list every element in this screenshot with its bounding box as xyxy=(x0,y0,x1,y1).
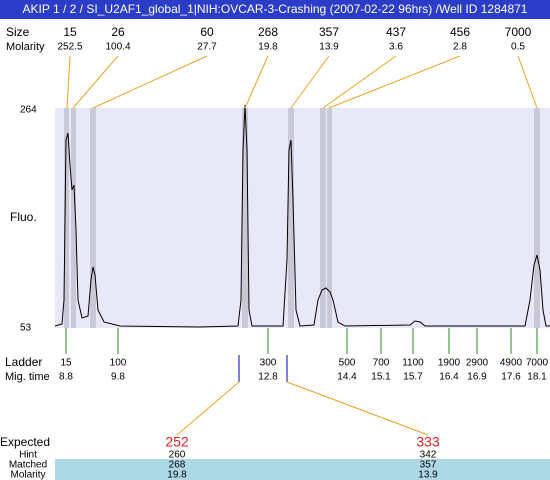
hint-size: 260 xyxy=(169,450,186,461)
connector xyxy=(66,55,71,109)
peak-size: 357 xyxy=(319,25,339,39)
peak-size: 15 xyxy=(63,25,77,39)
connector xyxy=(244,55,269,109)
connector xyxy=(176,381,240,436)
matched-label: Matched xyxy=(9,460,47,471)
mig-time: 12.8 xyxy=(258,372,278,383)
peak-size: 7000 xyxy=(505,25,532,39)
y-min: 53 xyxy=(20,323,32,334)
peak-size: 26 xyxy=(111,25,125,39)
plot-area xyxy=(55,108,550,328)
peak-size: 60 xyxy=(200,25,214,39)
molarity-label: Molarity xyxy=(6,41,45,53)
mig-time: 8.8 xyxy=(59,372,73,383)
connector xyxy=(72,55,119,109)
matched-band xyxy=(55,459,550,480)
mig-time: 15.7 xyxy=(403,372,423,383)
ladder-size: 500 xyxy=(339,358,356,369)
peak-molarity: 0.5 xyxy=(511,42,525,53)
mig-time: 14.4 xyxy=(337,372,357,383)
peak-molarity: 19.8 xyxy=(258,42,278,53)
expected-label: Expected xyxy=(0,435,50,449)
expected-size: 333 xyxy=(416,434,440,450)
expected-size: 252 xyxy=(165,434,189,450)
hint-size: 342 xyxy=(420,450,437,461)
y-axis-label: Fluo. xyxy=(10,210,37,224)
peak-molarity: 252.5 xyxy=(57,42,82,53)
peak-molarity: 13.9 xyxy=(319,42,339,53)
mig-time: 9.8 xyxy=(111,372,125,383)
ladder-size: 300 xyxy=(260,358,277,369)
connector xyxy=(92,55,208,109)
trace xyxy=(54,104,550,328)
size-label: Size xyxy=(6,25,30,39)
connector xyxy=(328,55,461,109)
ladder-size: 100 xyxy=(110,358,127,369)
title-bar xyxy=(0,0,550,19)
ladder-size: 7000 xyxy=(526,358,549,369)
peak-molarity: 27.7 xyxy=(197,42,217,53)
mig-time-label: Mig. time xyxy=(5,371,50,383)
connector xyxy=(290,55,330,109)
matched-size: 268 xyxy=(169,460,186,471)
peak-molarity: 2.8 xyxy=(453,42,467,53)
ladder-size: 1900 xyxy=(438,358,461,369)
connector xyxy=(322,55,397,109)
ladder-size: 2900 xyxy=(466,358,489,369)
peak-size: 437 xyxy=(386,25,406,39)
y-max: 264 xyxy=(20,105,37,116)
ladder-label: Ladder xyxy=(5,355,42,369)
peak-size: 456 xyxy=(450,25,470,39)
matched-size: 357 xyxy=(420,460,437,471)
peak-bands xyxy=(64,108,540,328)
mig-time: 15.1 xyxy=(371,372,391,383)
mig-time: 18.1 xyxy=(527,372,547,383)
title: AKIP 1 / 2 / SI_U2AF1_global_1|NIH:OVCAR… xyxy=(23,2,528,16)
ladder-size: 4900 xyxy=(500,358,523,369)
matched-molarity: 19.8 xyxy=(167,470,187,480)
mig-time: 17.6 xyxy=(501,372,521,383)
peak-molarity: 3.6 xyxy=(389,42,403,53)
molarity-row-label: Molarity xyxy=(10,470,45,480)
peak-size: 268 xyxy=(258,25,278,39)
connector xyxy=(286,381,429,436)
mig-time: 16.9 xyxy=(467,372,487,383)
matched-molarity: 13.9 xyxy=(418,470,438,480)
ladder-size: 15 xyxy=(60,358,72,369)
hint-label: Hint xyxy=(19,450,37,461)
peak-molarity: 100.4 xyxy=(105,42,130,53)
connector xyxy=(517,55,538,109)
mig-time: 16.4 xyxy=(439,372,459,383)
ladder-size: 1100 xyxy=(402,358,424,369)
ladder-size: 700 xyxy=(373,358,390,369)
